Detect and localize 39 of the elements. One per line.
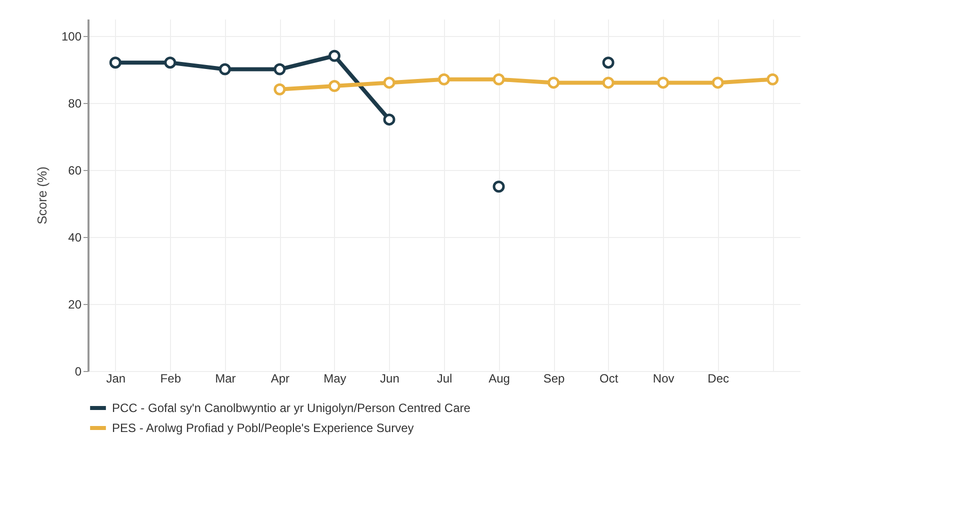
point — [492, 180, 505, 193]
point — [548, 76, 560, 89]
point — [164, 56, 176, 69]
x-tick-label: Oct — [599, 372, 619, 386]
x-tick-label: Nov — [652, 372, 674, 386]
point — [218, 63, 231, 76]
point — [109, 56, 122, 69]
legend-label: PCC - Gofal sy'n Canolbwyntio ar yr Unigolyn/Person Centred Care — [112, 401, 471, 415]
y-tick-label: 60 — [68, 163, 82, 178]
point — [766, 73, 779, 86]
point — [438, 73, 450, 86]
point — [602, 56, 614, 69]
x-tick-label: Feb — [160, 372, 182, 386]
point — [274, 83, 286, 96]
y-tick-label: 20 — [68, 297, 82, 312]
x-tick-label: Apr — [270, 372, 290, 386]
point — [383, 76, 396, 89]
x-tick-label: Aug — [488, 372, 510, 386]
point — [602, 76, 614, 89]
x-tick-label: Dec — [708, 372, 730, 386]
y-tick-label: 40 — [68, 230, 82, 244]
x-tick-label: May — [324, 372, 346, 386]
point — [328, 50, 340, 62]
point — [328, 80, 340, 92]
y-tick-label: 100 — [61, 29, 82, 44]
x-tick-label: Jan — [106, 372, 126, 386]
point — [492, 73, 505, 86]
y-axis-title: Score (%) — [34, 166, 50, 224]
point — [712, 76, 724, 89]
y-tick-label: 80 — [68, 96, 82, 110]
x-tick-label: Jun — [380, 372, 400, 386]
x-tick-label: Mar — [215, 372, 236, 386]
legend-label: PES - Arolwg Profiad y Pobl/People's Experience Survey — [112, 421, 414, 435]
x-tick-label: Jul — [436, 372, 452, 386]
point — [383, 114, 396, 126]
x-tick-label: Sep — [543, 372, 566, 386]
point — [274, 63, 286, 76]
y-tick-label: 0 — [74, 364, 82, 378]
point — [657, 76, 670, 89]
